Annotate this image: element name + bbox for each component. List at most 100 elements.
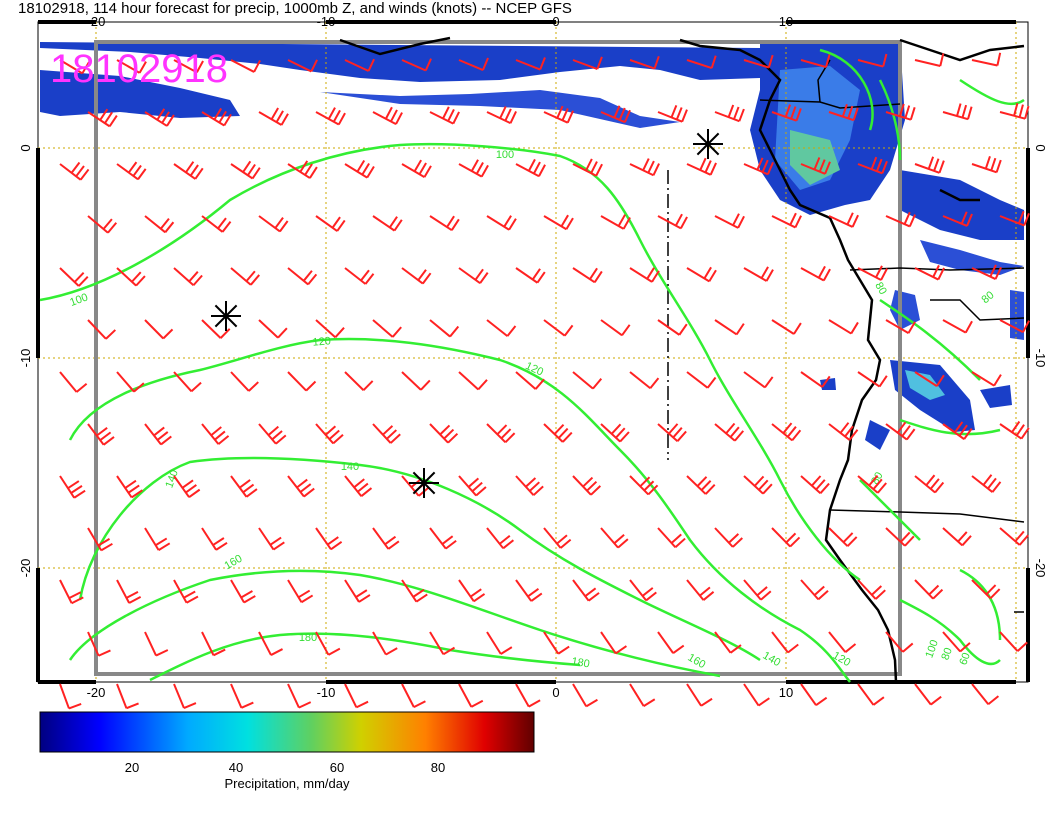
colorbar-tick: 40 xyxy=(229,760,243,775)
colorbar-label: Precipitation, mm/day xyxy=(224,776,350,791)
wind-barb xyxy=(173,579,199,604)
wind-barb xyxy=(629,371,660,390)
lat-tick-right: -10 xyxy=(1033,349,1048,368)
wind-barb xyxy=(914,683,942,706)
wind-barb xyxy=(686,266,717,283)
wind-barb xyxy=(344,58,375,72)
wind-barb xyxy=(458,579,486,603)
lon-tick-bottom: 0 xyxy=(552,685,559,700)
wind-barb xyxy=(914,579,944,600)
wind-barb xyxy=(515,57,546,71)
wind-barb xyxy=(144,423,172,446)
wind-barb xyxy=(600,423,630,443)
wind-barb xyxy=(344,579,371,603)
wind-barb xyxy=(116,475,143,499)
wind-barb xyxy=(800,371,831,388)
wind-barb xyxy=(87,215,118,234)
wind-barb xyxy=(600,319,631,337)
precip-areas xyxy=(40,40,1024,450)
wind-barb xyxy=(942,631,971,653)
wind-barb xyxy=(657,213,688,230)
lon-tick-top: -20 xyxy=(87,14,106,29)
wind-barb xyxy=(59,59,90,75)
lat-tick-right: 0 xyxy=(1033,144,1048,151)
wind-barb xyxy=(116,683,139,710)
wind-barb xyxy=(743,266,774,282)
wind-barb xyxy=(686,371,717,389)
wind-barb xyxy=(914,474,945,494)
wind-barb xyxy=(429,106,460,125)
wind-barb xyxy=(857,579,886,600)
map-title: 18102918, 114 hour forecast for precip, … xyxy=(18,0,572,17)
lon-tick-top: -10 xyxy=(317,14,336,29)
wind-barb xyxy=(372,527,400,550)
contour-label: 180 xyxy=(299,632,317,644)
wind-barb xyxy=(258,631,283,656)
contour-label: 120 xyxy=(312,335,331,349)
wind-barb xyxy=(315,107,346,126)
wind-barb xyxy=(59,579,84,605)
wind-barb xyxy=(315,215,346,232)
wind-barb xyxy=(258,215,289,233)
wind-barb xyxy=(429,215,460,232)
wind-barb xyxy=(572,56,603,70)
wind-barb xyxy=(771,631,799,654)
wind-barb xyxy=(885,421,916,441)
wind-barb xyxy=(828,422,859,441)
wind-barb xyxy=(401,267,432,285)
wind-barb xyxy=(486,319,517,337)
wind-barb xyxy=(657,631,685,654)
wind-barb xyxy=(515,683,541,708)
date-stamp: 18102918 xyxy=(50,47,228,91)
wind-barb xyxy=(230,371,259,392)
wind-barb xyxy=(686,683,713,707)
wind-barb xyxy=(686,475,716,495)
wind-barb xyxy=(885,211,916,228)
lat-tick-right: -20 xyxy=(1033,559,1048,578)
wind-barb xyxy=(885,527,915,547)
colorbar-ticks: 20 40 60 80 xyxy=(125,760,445,775)
wind-barb xyxy=(942,421,973,440)
wind-barb xyxy=(116,267,146,287)
lon-tick-bottom: 10 xyxy=(779,685,793,700)
wind-barb xyxy=(315,527,343,551)
wind-barb xyxy=(572,371,603,390)
wind-barb xyxy=(629,55,660,70)
wind-barb xyxy=(116,59,147,74)
wind-barb xyxy=(800,54,831,69)
wind-barb xyxy=(743,54,774,69)
wind-barb xyxy=(999,210,1030,227)
contour-label: 80 xyxy=(872,280,889,297)
wind-barb xyxy=(372,319,402,338)
wind-barb xyxy=(743,157,774,176)
wind-barb xyxy=(714,319,745,336)
wind-barb xyxy=(971,579,1001,600)
wind-barb xyxy=(686,55,717,70)
wind-barb xyxy=(657,104,688,123)
wind-barb xyxy=(201,215,232,233)
contour-label: 100 xyxy=(923,638,941,659)
wind-barb xyxy=(486,423,516,444)
wind-barb xyxy=(201,319,231,339)
wind-barb xyxy=(515,371,545,390)
wind-barb xyxy=(828,212,859,228)
wind-barb xyxy=(771,319,802,335)
wind-barb xyxy=(942,319,973,334)
wind-barb xyxy=(315,319,345,339)
wind-barb xyxy=(828,103,859,122)
wind-barb xyxy=(572,475,602,496)
wind-barb xyxy=(458,159,489,178)
wind-barb xyxy=(287,59,318,73)
wind-barb xyxy=(857,265,888,281)
wind-barb xyxy=(800,579,829,601)
colorbar xyxy=(39,711,535,753)
lat-tick-left: -10 xyxy=(18,349,33,368)
wind-barb xyxy=(173,59,204,74)
wind-barb xyxy=(401,683,426,709)
wind-barb xyxy=(59,371,88,393)
contour-label: 100 xyxy=(68,291,89,309)
wind-barb xyxy=(116,371,145,393)
wind-barb xyxy=(543,631,570,655)
contour-label: 100 xyxy=(496,149,514,161)
